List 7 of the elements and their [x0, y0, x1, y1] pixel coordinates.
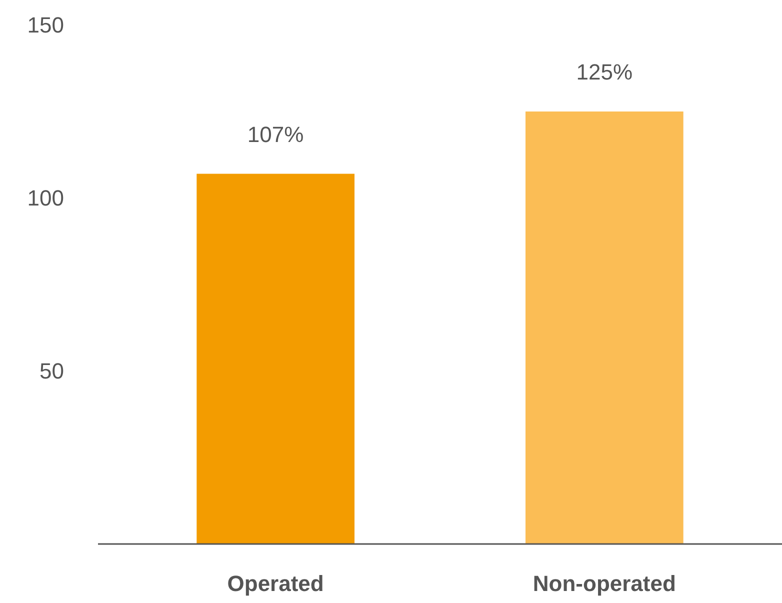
data-label: 125%	[576, 60, 633, 84]
data-label: 107%	[247, 122, 304, 147]
y-tick-label: 150	[27, 12, 64, 38]
y-tick-label: 100	[27, 186, 64, 211]
y-tick-label: 50	[40, 358, 64, 384]
x-tick-label: Operated	[227, 571, 324, 596]
x-tick-label: Non-operated	[532, 571, 676, 596]
